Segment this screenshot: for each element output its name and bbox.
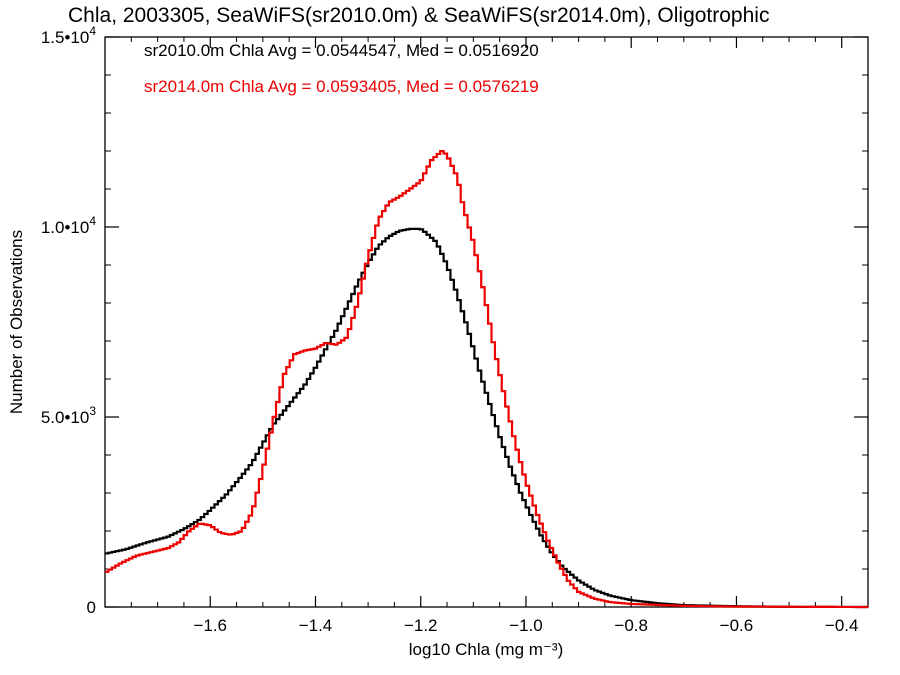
x-tick-label: −0.4 (825, 616, 859, 635)
y-tick-mantissa: 0 (87, 598, 96, 617)
y-tick-mantissa: 5.0•10 (41, 408, 90, 427)
annotation-series-2: sr2014.0m Chla Avg = 0.0593405, Med = 0.… (144, 77, 539, 96)
y-tick-label: 1.5•104 (41, 24, 97, 47)
histogram-series-2 (105, 149, 869, 609)
y-tick-mantissa: 1.5•10 (41, 28, 90, 47)
y-tick-label: 0 (87, 598, 96, 617)
y-tick-exponent: 3 (89, 404, 96, 418)
y-tick-exponent: 4 (89, 214, 96, 228)
y-tick-label: 5.0•103 (41, 404, 97, 427)
x-axis-label: log10 Chla (mg m⁻³) (409, 640, 563, 659)
y-tick-mantissa: 1.0•10 (41, 218, 90, 237)
plot-frame (104, 36, 869, 608)
x-tick-label: −0.8 (614, 616, 648, 635)
y-axis-label: Number of Observations (7, 230, 26, 414)
x-tick-label: −1.2 (404, 616, 438, 635)
x-tick-label: −1.4 (299, 616, 333, 635)
y-tick-label: 1.0•104 (41, 214, 97, 237)
chart-title: Chla, 2003305, SeaWiFS(sr2010.0m) & SeaW… (68, 4, 769, 27)
annotation-series-1: sr2010.0m Chla Avg = 0.0544547, Med = 0.… (144, 41, 539, 60)
x-tick-label: −1.0 (509, 616, 543, 635)
y-tick-exponent: 4 (89, 24, 96, 38)
histogram-series-1 (105, 227, 868, 609)
x-tick-label: −0.6 (720, 616, 754, 635)
x-tick-label: −1.6 (193, 616, 227, 635)
